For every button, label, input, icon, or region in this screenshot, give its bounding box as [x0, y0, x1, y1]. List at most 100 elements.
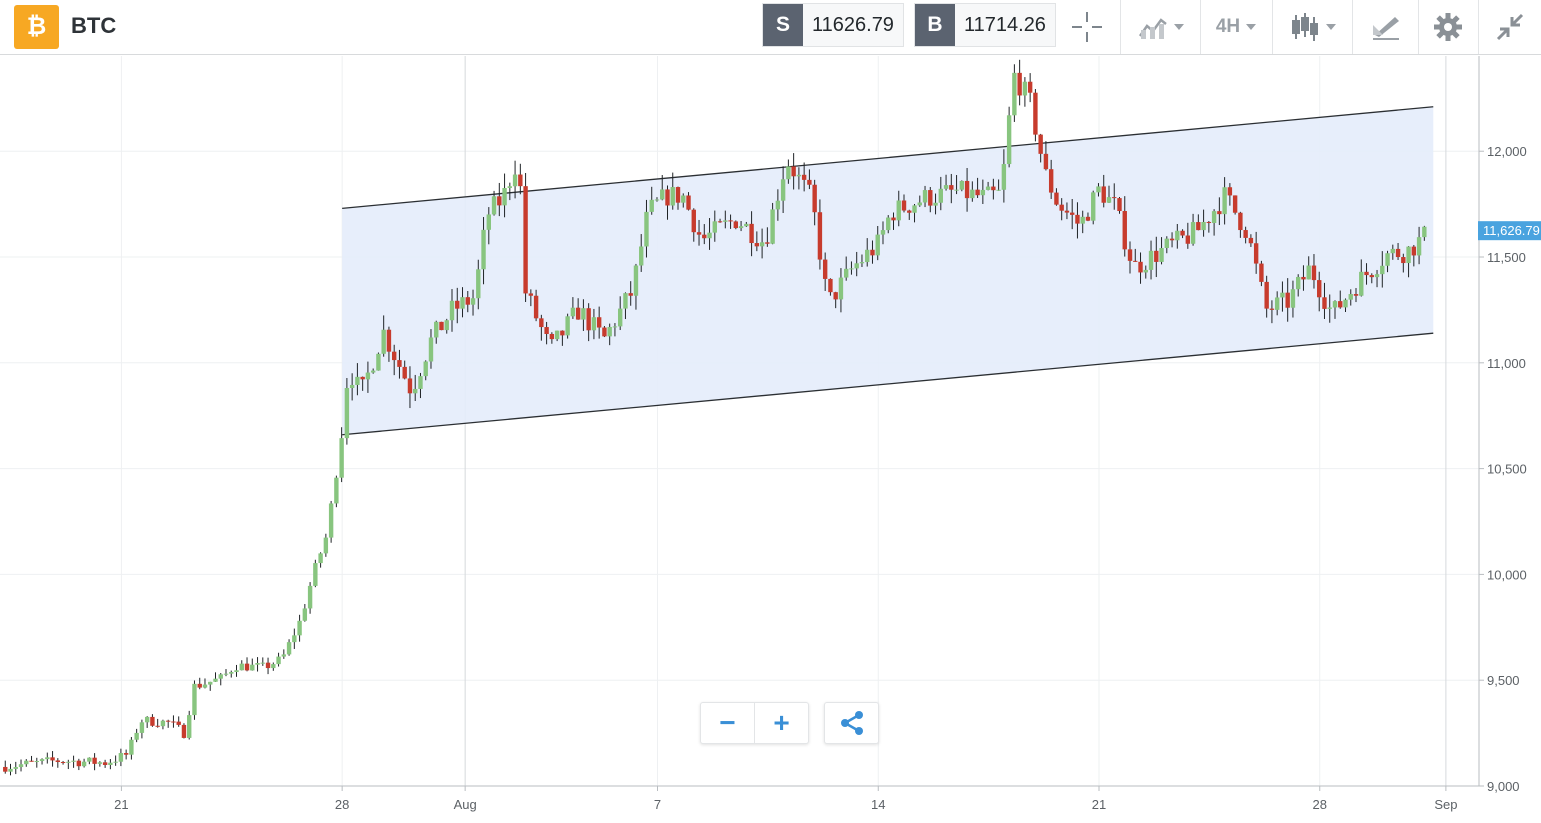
- candle: [355, 363, 360, 396]
- candle-body: [533, 295, 539, 319]
- candle-body: [1359, 271, 1364, 296]
- candle-body: [1416, 237, 1422, 256]
- candle: [1064, 202, 1070, 220]
- buy-price-button[interactable]: B 11714.26: [914, 3, 1056, 47]
- candle-body: [1322, 297, 1327, 309]
- candle: [18, 759, 24, 772]
- compare-button[interactable]: [1128, 0, 1193, 54]
- candle: [434, 320, 439, 344]
- candle: [370, 368, 376, 374]
- candle: [81, 758, 87, 768]
- candle: [1154, 236, 1159, 278]
- candle-body: [34, 761, 39, 763]
- drawing-tools-button[interactable]: [1358, 0, 1413, 54]
- candle-body: [260, 662, 265, 664]
- candle: [55, 758, 61, 768]
- candle: [507, 182, 513, 201]
- candle: [134, 728, 139, 743]
- candle: [165, 719, 171, 728]
- timeframe-button[interactable]: 4H: [1206, 0, 1266, 54]
- candle: [1369, 273, 1374, 284]
- candle-body: [376, 353, 381, 371]
- candle: [428, 329, 434, 369]
- candle-body: [796, 174, 802, 177]
- candle-body: [123, 753, 129, 755]
- zoom-in-button[interactable]: +: [754, 703, 808, 743]
- candle-body: [1012, 72, 1017, 116]
- candle: [1091, 190, 1096, 225]
- candle-body: [286, 642, 292, 655]
- candle-body: [50, 757, 55, 761]
- candle: [1217, 197, 1222, 226]
- candle: [1059, 198, 1064, 221]
- candle: [681, 193, 686, 208]
- candle-body: [843, 268, 849, 278]
- candle-body: [665, 189, 670, 206]
- candle: [954, 175, 959, 195]
- candle: [1096, 183, 1101, 197]
- candle-body: [1043, 153, 1049, 170]
- candle-body: [554, 330, 560, 340]
- candle-body: [959, 180, 965, 190]
- candle: [123, 749, 129, 760]
- candle-body: [1348, 294, 1353, 300]
- candle: [1027, 73, 1033, 103]
- candle: [812, 179, 817, 226]
- candle: [1185, 222, 1191, 249]
- candle-body: [1122, 211, 1127, 250]
- candle: [933, 193, 938, 215]
- candle: [1243, 226, 1248, 244]
- candle-body: [1332, 301, 1338, 308]
- candle: [1085, 212, 1091, 222]
- candle: [66, 759, 71, 770]
- zoom-out-button[interactable]: −: [719, 707, 736, 738]
- candle-body: [759, 242, 765, 247]
- candle: [3, 760, 8, 774]
- sell-price-button[interactable]: S 11626.79: [762, 3, 904, 47]
- candle: [381, 315, 386, 357]
- candle: [1196, 214, 1201, 231]
- candle-body: [1148, 250, 1154, 270]
- candle: [1001, 149, 1007, 203]
- candle: [491, 190, 497, 216]
- candle-body: [639, 246, 644, 266]
- candle-body: [565, 316, 570, 336]
- candle: [302, 604, 308, 622]
- candle: [218, 673, 223, 686]
- candle-body: [1264, 281, 1269, 309]
- candle: [502, 173, 507, 218]
- candle-body: [229, 672, 234, 674]
- candle: [707, 218, 712, 250]
- candle: [544, 321, 549, 345]
- settings-button[interactable]: [1422, 0, 1474, 54]
- candle-body: [1159, 248, 1164, 262]
- candle: [150, 714, 155, 727]
- candle: [1054, 188, 1059, 206]
- candle: [586, 303, 591, 342]
- candle-body: [907, 210, 912, 213]
- candle: [1248, 234, 1254, 247]
- candle: [176, 716, 181, 727]
- candlestick-series: [3, 59, 1427, 776]
- candle: [1416, 226, 1422, 265]
- candle: [1401, 253, 1406, 273]
- candle-body: [365, 372, 371, 380]
- price-chart[interactable]: 9,000 9,500 10,000 10,500 11,000 11,500 12,000…: [0, 56, 1541, 823]
- last-price-tag: [1478, 221, 1541, 241]
- candle: [1353, 288, 1359, 303]
- candle-body: [192, 683, 197, 716]
- crosshair-button[interactable]: [1062, 0, 1112, 54]
- candle-body: [344, 388, 350, 439]
- candle-body: [1317, 280, 1322, 298]
- candle: [391, 344, 397, 376]
- chart-type-button[interactable]: [1280, 0, 1345, 54]
- candle: [738, 220, 744, 232]
- candle-body: [1138, 261, 1143, 273]
- candle: [896, 190, 901, 227]
- candle-body: [875, 234, 880, 256]
- collapse-button[interactable]: [1484, 0, 1536, 54]
- share-button[interactable]: [825, 703, 878, 743]
- candle: [560, 330, 565, 346]
- candle-body: [302, 608, 308, 621]
- toolbar-divider: [1120, 0, 1121, 54]
